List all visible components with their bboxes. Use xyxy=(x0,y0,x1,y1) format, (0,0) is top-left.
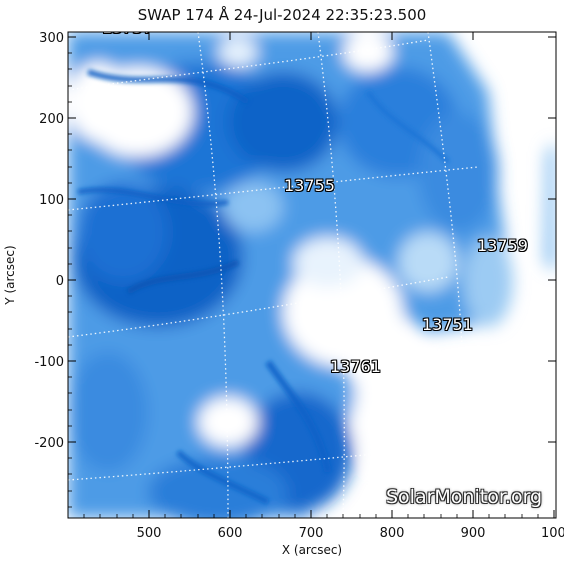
x-tick-label: 800 xyxy=(380,526,405,541)
y-tick-label: 300 xyxy=(39,31,64,46)
y-axis-title: Y (arcsec) xyxy=(3,245,17,305)
y-tick-label: 100 xyxy=(39,193,64,208)
y-tick-label: -200 xyxy=(34,436,64,451)
axis-ticks xyxy=(68,32,556,518)
y-tick-label: 200 xyxy=(39,112,64,127)
y-tick-label: -100 xyxy=(34,355,64,370)
active-region-13761-label: 13761 xyxy=(330,357,381,376)
x-tick-label: 500 xyxy=(137,526,162,541)
x-tick-label: 600 xyxy=(218,526,243,541)
euv-emission-map xyxy=(68,32,556,518)
active-region-13759-label: 13759 xyxy=(477,236,528,255)
active-region-13757-label: 13757 xyxy=(102,32,153,37)
coordinate-grid xyxy=(68,32,479,518)
plot-frame xyxy=(67,31,557,519)
axis-minor-ticks xyxy=(68,52,539,518)
active-region-13755-label: 13755 xyxy=(284,176,335,195)
x-tick-label: 700 xyxy=(299,526,324,541)
solarmonitor-watermark: SolarMonitor.org xyxy=(386,486,543,508)
image-title: SWAP 174 Å 24-Jul-2024 22:35:23.500 xyxy=(137,6,427,24)
solar-image: 13757 13755 13759 13751 13761 xyxy=(68,32,556,518)
x-axis-title: X (arcsec) xyxy=(282,543,342,557)
y-tick-label: 0 xyxy=(56,274,64,289)
active-region-13751-label: 13751 xyxy=(422,315,473,334)
x-tick-label: 900 xyxy=(461,526,486,541)
